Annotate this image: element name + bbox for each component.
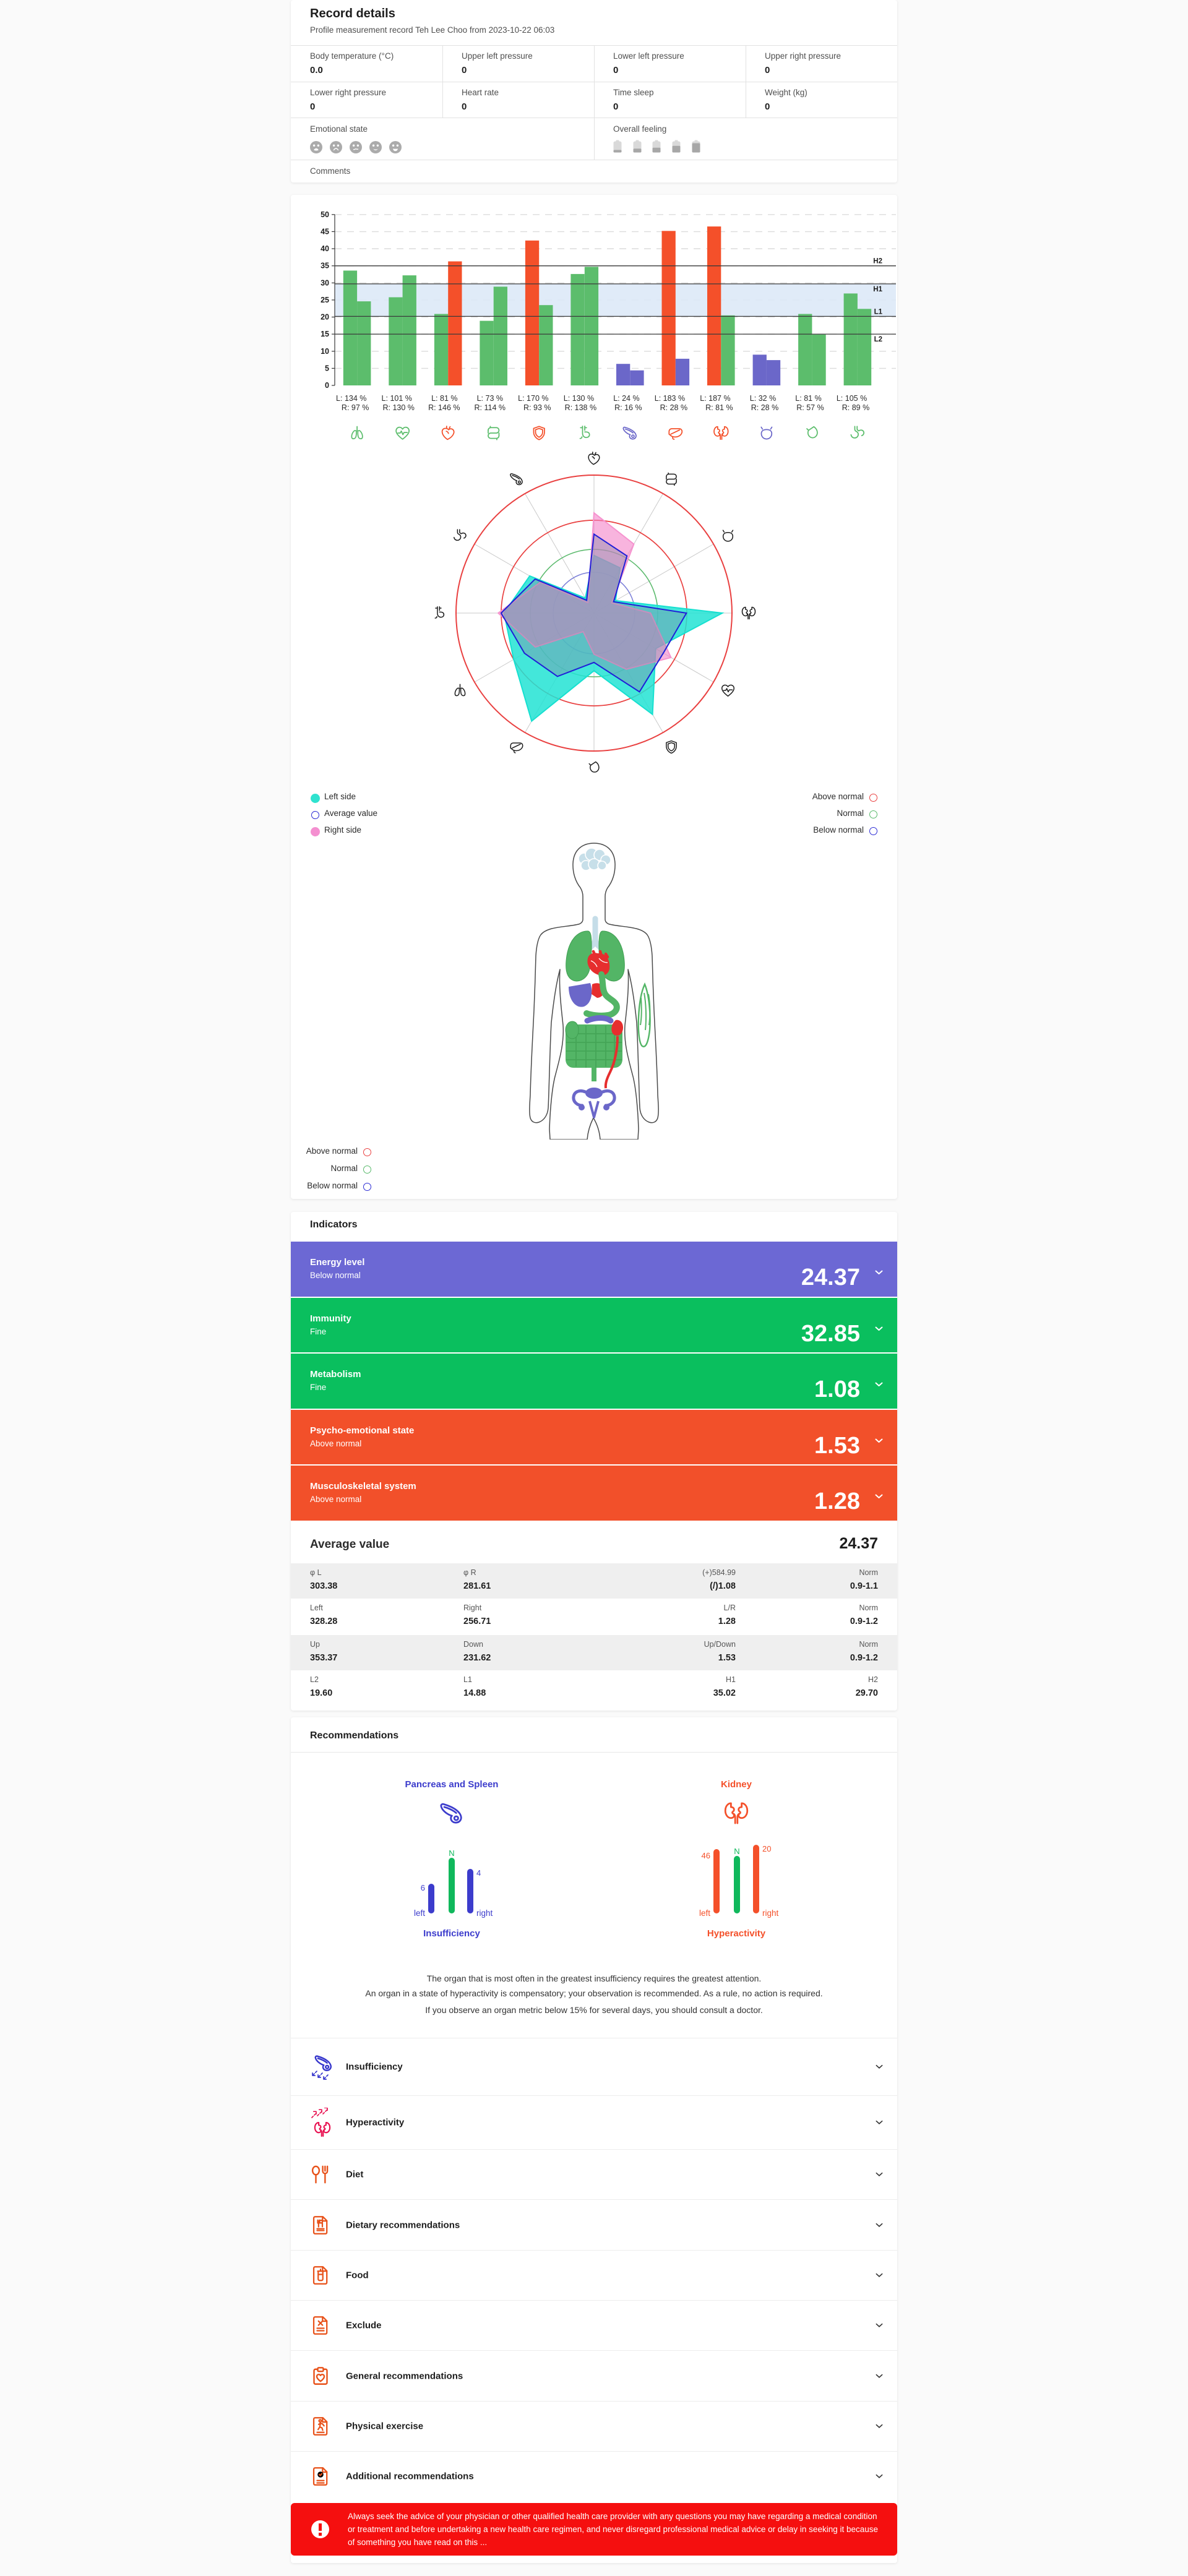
svg-text:20: 20 (321, 313, 329, 322)
svg-text:L: 81 %: L: 81 % (795, 394, 821, 403)
svg-text:L: 73 %: L: 73 % (477, 394, 503, 403)
svg-text:H2: H2 (873, 258, 882, 265)
svg-text:50: 50 (321, 210, 329, 219)
svg-text:L: 170 %: L: 170 % (518, 394, 548, 403)
svg-text:R: 93 %: R: 93 % (523, 403, 551, 412)
svg-text:L: 105 %: L: 105 % (837, 394, 867, 403)
svg-text:40: 40 (321, 244, 329, 253)
svg-text:L: 24 %: L: 24 % (613, 394, 639, 403)
svg-text:R: 57 %: R: 57 % (796, 403, 824, 412)
svg-text:right: right (476, 1908, 493, 1918)
svg-text:L: 134 %: L: 134 % (336, 394, 366, 403)
svg-text:L: 187 %: L: 187 % (700, 394, 730, 403)
svg-text:6: 6 (421, 1883, 425, 1892)
svg-text:L1: L1 (874, 308, 883, 316)
svg-text:R: 130 %: R: 130 % (382, 403, 414, 412)
svg-text:5: 5 (325, 364, 329, 372)
svg-text:4: 4 (476, 1868, 481, 1878)
svg-text:H1: H1 (873, 286, 882, 293)
svg-text:L: 81 %: L: 81 % (431, 394, 457, 403)
svg-text:35: 35 (321, 262, 329, 270)
svg-text:25: 25 (321, 296, 329, 304)
svg-text:46: 46 (702, 1851, 710, 1860)
svg-text:L: 183 %: L: 183 % (655, 394, 685, 403)
svg-text:20: 20 (762, 1844, 771, 1853)
svg-text:left: left (699, 1908, 710, 1918)
svg-text:L: 101 %: L: 101 % (382, 394, 412, 403)
svg-text:R: 89 %: R: 89 % (842, 403, 869, 412)
svg-text:left: left (414, 1908, 425, 1918)
svg-text:R: 81 %: R: 81 % (705, 403, 733, 412)
svg-text:0: 0 (325, 381, 329, 390)
svg-text:L2: L2 (874, 336, 882, 343)
svg-text:R: 114 %: R: 114 % (475, 403, 506, 412)
svg-text:R: 146 %: R: 146 % (428, 403, 460, 412)
svg-text:R: 28 %: R: 28 % (660, 403, 687, 412)
svg-text:30: 30 (321, 278, 329, 287)
svg-text:R: 97 %: R: 97 % (342, 403, 369, 412)
svg-text:N: N (734, 1847, 739, 1856)
svg-text:15: 15 (321, 330, 329, 338)
svg-text:L: 32 %: L: 32 % (750, 394, 776, 403)
svg-text:R: 138 %: R: 138 % (565, 403, 596, 412)
svg-text:R: 16 %: R: 16 % (614, 403, 642, 412)
svg-text:R: 28 %: R: 28 % (751, 403, 778, 412)
svg-text:45: 45 (321, 227, 329, 236)
svg-text:10: 10 (321, 347, 329, 356)
svg-text:N: N (449, 1848, 454, 1858)
svg-text:right: right (762, 1908, 779, 1918)
svg-text:L: 130 %: L: 130 % (564, 394, 594, 403)
